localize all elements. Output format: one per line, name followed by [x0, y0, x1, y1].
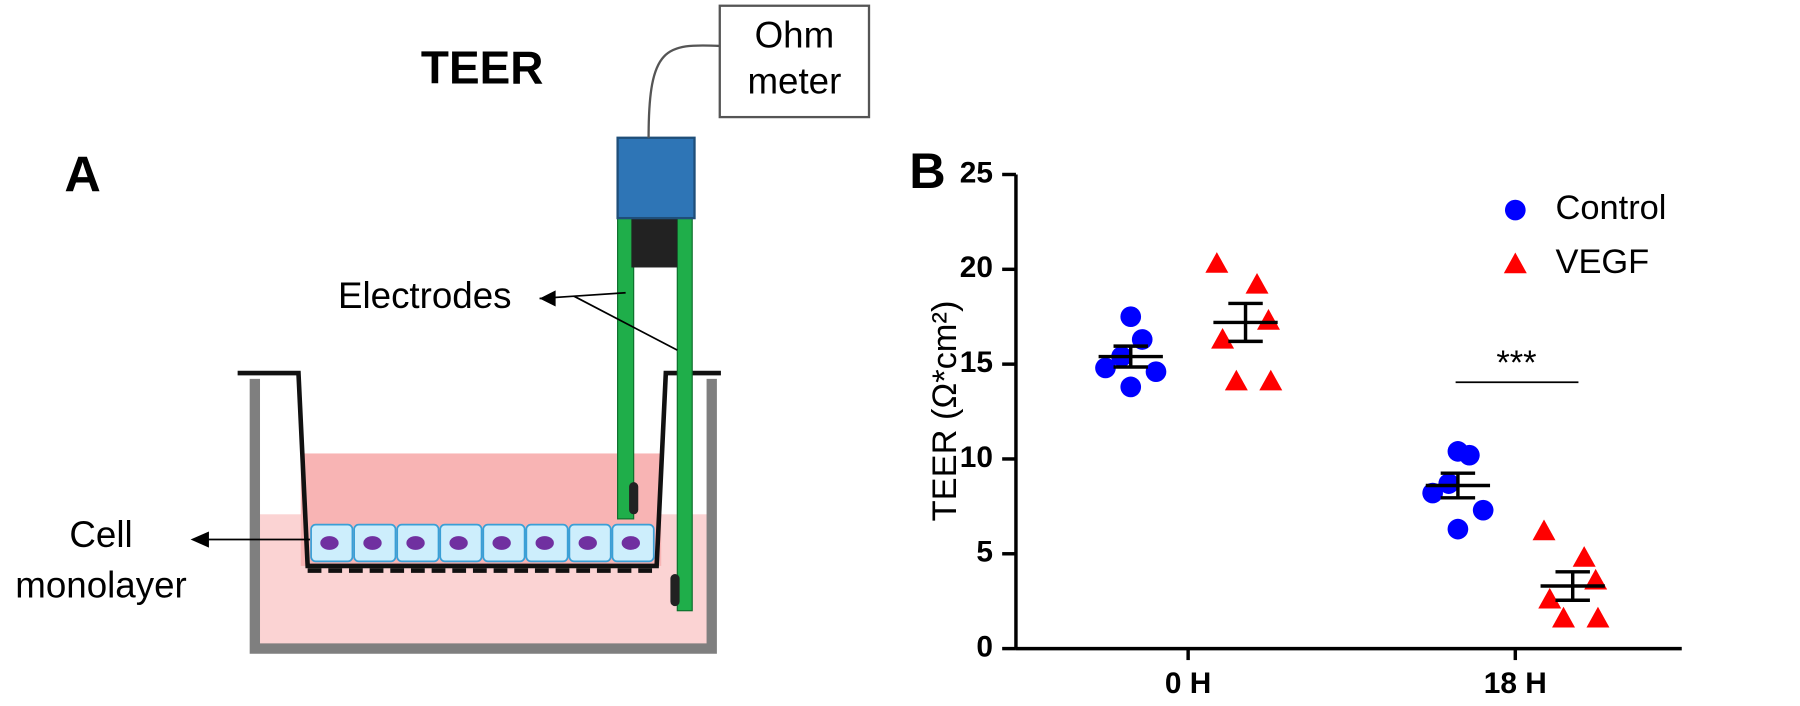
nucleus [449, 536, 468, 550]
data-point [1538, 587, 1562, 609]
electrode-tip [670, 573, 680, 607]
legend-label: VEGF [1555, 243, 1649, 281]
meter-label: Ohm [755, 15, 835, 56]
x-tick-label: 0 H [1165, 667, 1211, 700]
data-point [1257, 309, 1280, 330]
error-bar [1113, 344, 1148, 369]
legend-marker [1504, 199, 1526, 221]
legend-label: Control [1555, 189, 1666, 227]
data-point [1120, 376, 1142, 398]
data-point [1245, 273, 1269, 294]
x-tick-label: 18 H [1484, 667, 1547, 700]
meter-head [616, 136, 696, 220]
cell-label: monolayer [15, 564, 186, 605]
legend-marker [1503, 252, 1527, 274]
data-point [1552, 606, 1575, 628]
data-point [1532, 519, 1556, 541]
nucleus [320, 536, 339, 550]
y-tick-label: 25 [960, 156, 993, 189]
y-tick-label: 20 [960, 251, 993, 284]
y-tick-label: 10 [960, 441, 993, 474]
error-bar [1440, 471, 1476, 500]
nucleus [578, 536, 597, 550]
diagram-title: TEER [421, 41, 543, 93]
data-point [1120, 306, 1142, 328]
data-point [1447, 518, 1469, 540]
data-point [1472, 499, 1494, 521]
chart: B 0 5 10 15 20 25 TEER (Ω*cm²) 0 H 18 H *** Contro… [909, 142, 1682, 700]
cell-label: Cell [69, 514, 132, 555]
arrowhead [539, 290, 556, 307]
data-point [1422, 482, 1443, 504]
nucleus [492, 536, 511, 550]
data-point [1211, 328, 1235, 349]
data-point [1459, 444, 1480, 466]
arrowhead [190, 531, 209, 548]
data-point [1259, 369, 1283, 391]
wire [647, 44, 720, 138]
ohm-meter [718, 4, 871, 119]
electrodes-label: Electrodes [338, 275, 511, 316]
insert [237, 370, 721, 569]
y-axis-label: TEER (Ω*cm²) [926, 301, 964, 522]
annotation: *** [1496, 344, 1536, 382]
nucleus [406, 536, 425, 550]
error-bar [1228, 301, 1263, 344]
panel-label: B [909, 142, 945, 199]
panel-label: A [64, 145, 100, 202]
data-point [1224, 369, 1248, 391]
electrode-tip [629, 482, 639, 515]
y-tick-label: 5 [976, 536, 993, 569]
pointer [539, 291, 678, 351]
data-point [1145, 361, 1167, 383]
electrode [617, 217, 635, 520]
nucleus [621, 536, 640, 550]
data-point [1205, 252, 1229, 273]
meter-label: meter [747, 61, 841, 102]
data-point [1438, 473, 1460, 494]
error-bar [1555, 570, 1590, 602]
data-point [1586, 606, 1610, 628]
data-point [1572, 546, 1596, 567]
nucleus [535, 536, 554, 550]
data-point [1095, 357, 1116, 379]
nucleus [363, 536, 382, 550]
electrode [676, 217, 693, 612]
y-tick-label: 0 [976, 630, 993, 663]
cell-monolayer [310, 523, 655, 563]
y-tick-label: 15 [960, 346, 993, 379]
electrode-holder [631, 218, 678, 268]
well [249, 378, 717, 654]
diagram: A TEER Ohm meter Electrodes Cell monolay… [15, 4, 871, 654]
